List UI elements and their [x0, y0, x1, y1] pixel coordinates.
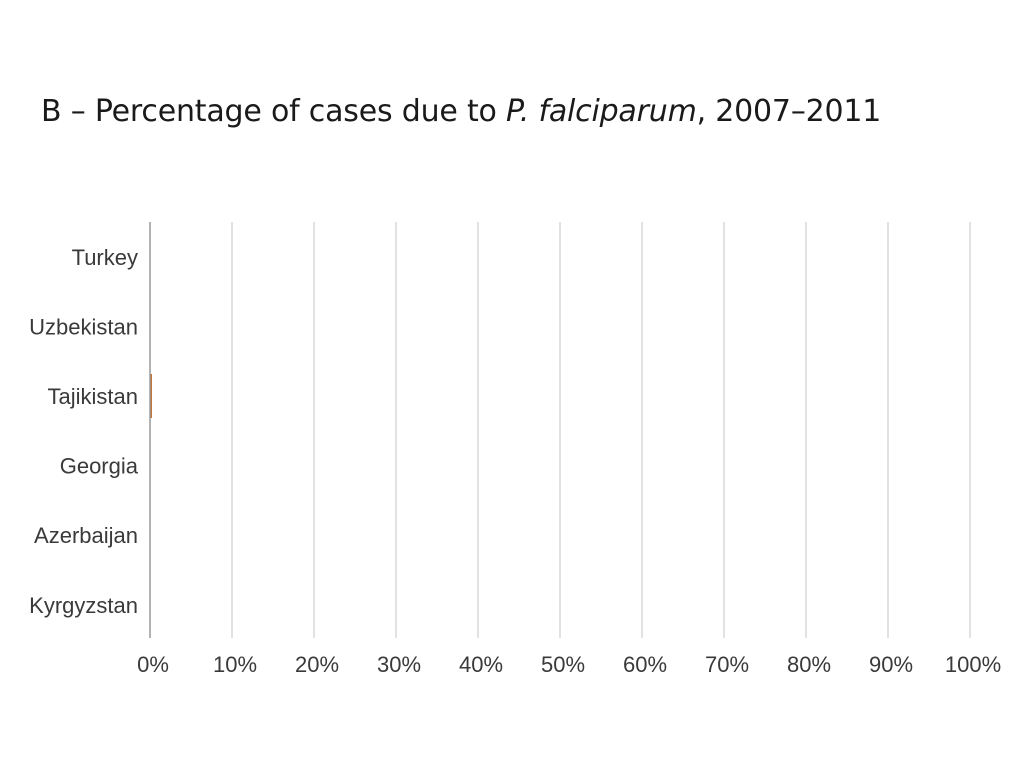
category-label: Tajikistan [48, 384, 138, 409]
category-label: Turkey [72, 245, 138, 270]
chart-title: B – Percentage of cases due to P. falcip… [41, 94, 881, 129]
x-tick-label: 80% [787, 652, 831, 677]
x-tick-label: 70% [705, 652, 749, 677]
x-tick-label: 90% [869, 652, 913, 677]
x-tick-label: 0% [137, 652, 169, 677]
x-tick-label: 50% [541, 652, 585, 677]
chart-title-suffix: , 2007–2011 [696, 94, 882, 129]
x-tick-label: 10% [213, 652, 257, 677]
x-tick-label: 20% [295, 652, 339, 677]
x-tick-labels: 0% 10% 20% 30% 40% 50% 60% 70% 80% 90% 100% [137, 652, 1001, 677]
category-label: Georgia [60, 454, 139, 479]
category-label: Kyrgyzstan [29, 593, 138, 618]
category-labels: Turkey Uzbekistan Tajikistan Georgia Azerbai… [29, 245, 139, 618]
bar [150, 374, 152, 418]
chart-title-italic: P. falciparum [506, 94, 697, 129]
chart-title-prefix: B – Percentage of cases due to [41, 94, 507, 129]
x-tick-label: 40% [459, 652, 503, 677]
x-tick-label: 100% [945, 652, 1001, 677]
category-label: Uzbekistan [29, 314, 138, 339]
grid-lines [231, 222, 971, 638]
bars [150, 374, 152, 418]
x-tick-label: 60% [623, 652, 667, 677]
x-tick-label: 30% [377, 652, 421, 677]
category-label: Azerbaijan [34, 523, 138, 548]
